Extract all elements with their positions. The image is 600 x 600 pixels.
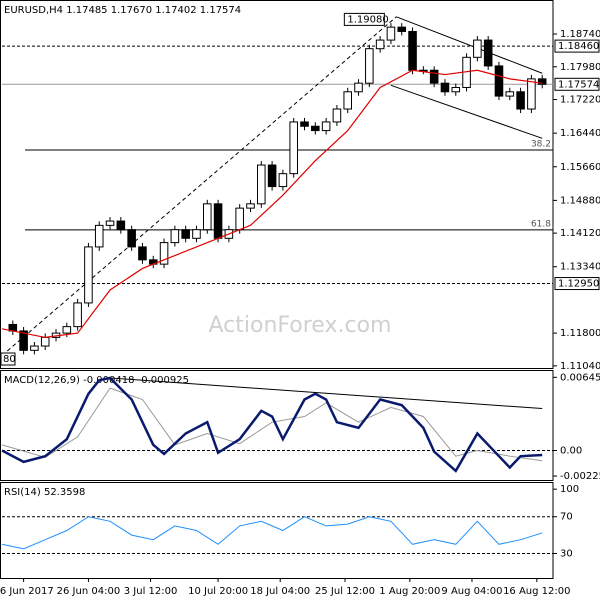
candle <box>516 91 525 110</box>
y-tick-label: 1.14120 <box>560 228 600 239</box>
candle <box>505 91 515 97</box>
panel-border <box>0 482 554 579</box>
candle <box>84 246 93 304</box>
x-tick-label: 25 Jul 12:00 <box>315 586 375 597</box>
macd-title: MACD(12,26,9) -0.000418 -0.000925 <box>4 375 189 386</box>
candle <box>278 173 288 188</box>
y-tick-label: 0.00 <box>560 446 582 457</box>
x-tick-label: 16 Aug 12:00 <box>503 586 570 597</box>
candle <box>94 224 104 248</box>
y-tick-label: 1.11040 <box>560 361 600 372</box>
candle <box>19 330 28 351</box>
candle <box>181 229 190 239</box>
candle <box>321 121 331 132</box>
macd-signal <box>1 387 543 462</box>
candle <box>473 39 482 58</box>
macd-line <box>1 376 543 473</box>
candle <box>289 121 298 175</box>
candle <box>138 246 147 261</box>
x-tick-label: 16 Jun 2017 <box>0 586 54 597</box>
low-label: 80 <box>3 354 16 365</box>
y-tick-label: 1.16440 <box>560 128 600 139</box>
trendline <box>390 84 543 139</box>
y-tick-label: 70 <box>560 512 573 523</box>
level-label: 1.12950 <box>558 279 599 290</box>
trendline <box>1 16 397 356</box>
level-box <box>554 77 600 91</box>
panel-border <box>0 0 554 369</box>
low-box <box>0 352 16 366</box>
candle <box>397 26 407 32</box>
candle <box>105 220 115 226</box>
candle <box>440 82 450 93</box>
watermark: ActionForex.com <box>209 313 392 338</box>
candle <box>73 302 82 328</box>
x-tick-label: 9 Aug 04:00 <box>441 586 502 597</box>
candle <box>483 39 493 67</box>
y-tick-label: 1.13340 <box>560 262 600 273</box>
candle <box>40 336 50 347</box>
candle <box>127 229 136 248</box>
candle <box>354 82 363 93</box>
candle <box>257 164 266 205</box>
fib-label: 61.8 <box>531 219 551 229</box>
candle <box>365 48 374 84</box>
x-tick-label: 26 Jun 04:00 <box>57 586 121 597</box>
x-tick-label: 10 Jul 20:00 <box>188 586 248 597</box>
candle <box>300 121 309 127</box>
level-label: 1.18460 <box>558 41 599 52</box>
fib-label: 38.2 <box>531 139 551 149</box>
candle <box>451 86 461 93</box>
y-tick-label: 1.17980 <box>560 62 600 73</box>
level-label: 1.17574 <box>558 79 599 90</box>
candle <box>375 39 385 50</box>
moving-average <box>1 69 543 339</box>
candle <box>159 242 169 265</box>
candle <box>311 125 320 132</box>
trendline <box>396 16 543 74</box>
candle <box>343 91 353 110</box>
y-tick-label: 1.17220 <box>560 95 600 106</box>
candle <box>62 326 72 334</box>
y-tick-label: -0.002252 <box>560 471 600 482</box>
rsi-title: RSI(14) 52.3598 <box>4 487 85 498</box>
y-tick-label: 1.15660 <box>560 162 600 173</box>
peak-label: 1.19080 <box>347 14 388 25</box>
y-tick-label: 1.14880 <box>560 195 600 206</box>
candle <box>429 69 439 84</box>
x-tick-label: 1 Aug 20:00 <box>379 586 440 597</box>
y-tick-label: 1.18740 <box>560 29 600 40</box>
y-tick-label: 100 <box>560 484 579 495</box>
candle <box>213 203 223 239</box>
candle <box>408 30 417 71</box>
x-tick-label: 3 Jul 12:00 <box>124 586 178 597</box>
candle <box>202 203 212 231</box>
x-tick-label: 18 Jul 04:00 <box>250 586 310 597</box>
level-box <box>554 277 600 291</box>
candle <box>527 78 536 110</box>
level-box <box>554 39 600 53</box>
y-tick-label: 0.006454 <box>560 372 600 383</box>
candle <box>537 78 547 85</box>
candle <box>235 207 244 231</box>
candle <box>386 26 396 41</box>
panel-border <box>0 370 554 481</box>
chart-title: EURUSD,H4 1.17485 1.17670 1.17402 1.1757… <box>4 5 241 16</box>
candle <box>170 229 180 244</box>
macd-trendline <box>110 377 543 410</box>
candle <box>116 220 126 231</box>
rsi-line <box>1 516 543 550</box>
candle <box>30 345 39 351</box>
candle <box>332 108 342 123</box>
candle <box>494 65 504 97</box>
candle <box>267 164 277 188</box>
candle <box>192 229 201 239</box>
y-tick-label: 1.11800 <box>560 328 600 339</box>
peak-box <box>343 12 385 26</box>
candle <box>246 203 255 209</box>
y-tick-label: 30 <box>560 548 573 559</box>
